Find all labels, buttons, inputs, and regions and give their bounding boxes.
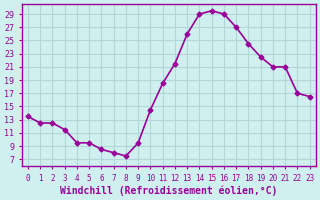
X-axis label: Windchill (Refroidissement éolien,°C): Windchill (Refroidissement éolien,°C) xyxy=(60,185,277,196)
